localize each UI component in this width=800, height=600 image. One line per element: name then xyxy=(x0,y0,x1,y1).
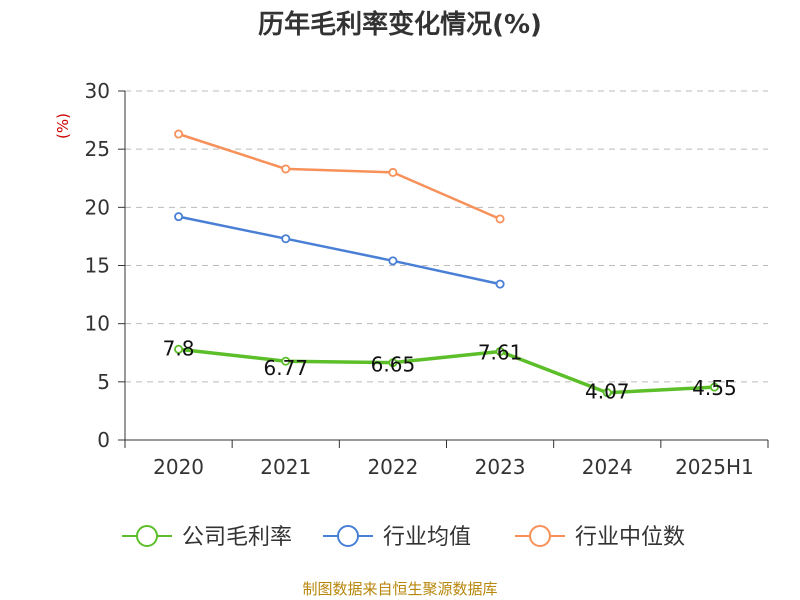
legend-item-2[interactable]: 行业中位数 xyxy=(515,525,685,550)
series-point-2 xyxy=(388,167,398,177)
source-note: 制图数据来自恒生聚源数据库 xyxy=(302,580,497,598)
x-tick-label: 2024 xyxy=(582,455,633,479)
series-point-0 xyxy=(602,388,612,398)
data-labels: 7.8 6.77 6.65 7.61 4.07 4.55 xyxy=(163,336,737,403)
series-point-1 xyxy=(388,256,398,266)
data-label: 4.07 xyxy=(585,380,630,404)
series-point-2 xyxy=(174,129,184,139)
legend-circle-icon xyxy=(136,525,158,547)
legend-label: 行业中位数 xyxy=(575,525,685,550)
series-point-0 xyxy=(174,344,184,354)
y-tick-label: 5 xyxy=(97,370,110,394)
y-tick-label: 20 xyxy=(85,195,110,219)
x-tick-label: 2025H1 xyxy=(675,455,754,479)
series-point-0 xyxy=(709,382,719,392)
legend-circle-icon xyxy=(529,525,551,547)
chart-title: 历年毛利率变化情况(%) xyxy=(258,9,542,40)
data-label: 7.8 xyxy=(163,336,195,360)
series-point-2 xyxy=(495,214,505,224)
legend-label: 公司毛利率 xyxy=(182,525,292,550)
data-label: 4.55 xyxy=(692,376,737,400)
y-tick-label: 15 xyxy=(85,254,110,278)
data-label: 7.61 xyxy=(478,340,523,364)
y-tick-label: 30 xyxy=(85,79,110,103)
y-tick-label: 0 xyxy=(97,428,110,452)
data-label: 6.77 xyxy=(263,356,308,380)
legend-item-1[interactable]: 行业均值 xyxy=(323,525,471,550)
series-point-0 xyxy=(495,346,505,356)
legend[interactable]: 公司毛利率 行业均值 行业中位数 xyxy=(122,525,685,550)
series-1 xyxy=(174,212,505,289)
series-point-2 xyxy=(281,164,291,174)
data-label: 6.65 xyxy=(371,353,416,377)
series-line-2 xyxy=(178,132,501,221)
x-axis-ticks: 2020 2021 2022 2023 2024 2025H1 xyxy=(124,440,769,479)
legend-item-0[interactable]: 公司毛利率 xyxy=(122,525,292,550)
series-point-1 xyxy=(495,279,505,289)
series-point-0 xyxy=(281,356,291,366)
series-line-0 xyxy=(178,347,715,395)
legend-circle-icon xyxy=(337,525,359,547)
series-line-1 xyxy=(178,215,501,286)
series-point-1 xyxy=(281,234,291,244)
x-tick-label: 2021 xyxy=(260,455,311,479)
y-tick-label: 10 xyxy=(85,312,110,336)
y-axis-ticks: 0 5 10 15 20 25 30 xyxy=(85,79,125,452)
y-axis-unit-label: (%) xyxy=(54,113,72,139)
grid-lines xyxy=(125,90,768,383)
x-tick-label: 2022 xyxy=(367,455,418,479)
y-tick-label: 25 xyxy=(85,137,110,161)
x-tick-label: 2023 xyxy=(475,455,526,479)
x-tick-label: 2020 xyxy=(153,455,204,479)
series-layer xyxy=(174,129,719,398)
series-0 xyxy=(174,344,719,398)
series-point-0 xyxy=(388,358,398,368)
legend-label: 行业均值 xyxy=(383,525,471,550)
series-point-1 xyxy=(174,212,184,222)
series-2 xyxy=(174,129,505,224)
